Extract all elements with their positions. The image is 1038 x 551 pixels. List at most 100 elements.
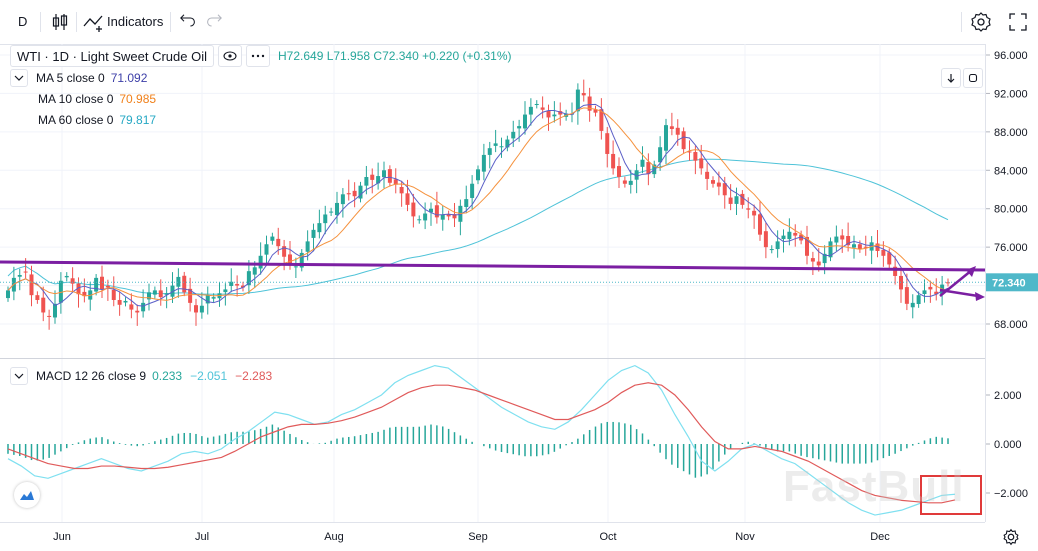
candle-body	[587, 96, 592, 111]
candle-body	[188, 288, 193, 303]
top-toolbar: D Indicators	[0, 0, 1038, 45]
pane-separator[interactable]	[0, 358, 1038, 359]
candle-body	[405, 193, 410, 205]
ma60-label[interactable]: MA 60 close 0	[38, 113, 114, 127]
candle-body	[282, 246, 287, 257]
candle-body	[910, 302, 915, 308]
highlight-box[interactable]	[920, 475, 982, 515]
watermark: FastBull	[783, 462, 965, 511]
candle-body	[305, 241, 310, 252]
candle-body	[546, 110, 551, 118]
eye-icon[interactable]	[218, 45, 242, 67]
candle-body	[558, 111, 563, 115]
price-tick-label: 84.000	[994, 165, 1028, 177]
candle-body	[646, 162, 651, 175]
candle-body	[816, 261, 821, 266]
candle-body	[164, 293, 169, 295]
candle-body	[464, 199, 469, 207]
candle-body	[675, 127, 680, 135]
candle-body	[622, 180, 627, 184]
candle-body	[235, 284, 240, 286]
candle-body	[534, 103, 539, 105]
macd-tick-label: −2.000	[994, 488, 1028, 500]
candle-body	[934, 291, 939, 295]
candle-body	[687, 151, 692, 153]
candle-body	[100, 276, 104, 290]
candle-body	[511, 131, 516, 139]
candle-body	[182, 275, 187, 293]
candle-body	[111, 289, 116, 300]
redo-icon[interactable]	[202, 10, 226, 34]
price-tick-label: 80.000	[994, 204, 1028, 216]
candle-body	[834, 236, 839, 243]
candle-body	[716, 182, 721, 187]
price-tick-label: 96.000	[994, 50, 1028, 62]
more-options-icon[interactable]	[246, 45, 270, 67]
time-axis[interactable]: Jun Jul Aug Sep Oct Nov Dec	[0, 522, 985, 551]
candle-body	[270, 236, 275, 241]
candle-body	[340, 194, 345, 205]
restore-pane-icon[interactable]	[963, 68, 983, 88]
axis-settings-gear-icon[interactable]	[1000, 526, 1022, 548]
ma60-value: 79.817	[119, 113, 157, 127]
time-tick-label: Dec	[870, 531, 890, 543]
settings-gear-icon[interactable]	[969, 10, 993, 34]
candle-body	[611, 153, 616, 169]
candle-body	[705, 171, 710, 179]
time-tick-label: Jul	[195, 531, 209, 543]
candle-body	[517, 126, 522, 129]
price-tick-label: 92.000	[994, 88, 1028, 100]
candle-body	[640, 159, 645, 167]
collapse-chevron-icon[interactable]	[10, 69, 28, 87]
candle-body	[581, 93, 586, 96]
candle-body	[881, 249, 886, 256]
macd-signal-value: −2.283	[235, 369, 273, 383]
candle-body	[852, 244, 856, 248]
interval-button[interactable]: D	[18, 14, 28, 29]
candle-body	[288, 254, 292, 264]
down-arrow-head-icon	[975, 292, 985, 301]
toolbar-divider	[76, 12, 77, 32]
candle-body	[810, 258, 815, 262]
candle-body	[775, 241, 780, 250]
macd-label[interactable]: MACD 12 26 close 9	[36, 369, 147, 383]
candle-body	[417, 219, 422, 221]
candle-body	[276, 238, 281, 247]
candle-body	[787, 231, 792, 240]
candle-body	[904, 287, 909, 304]
price-chart[interactable]	[0, 44, 985, 522]
price-axis[interactable]: 96.00092.00088.00084.00080.00076.00072.0…	[985, 44, 1038, 522]
scroll-down-icon[interactable]	[941, 68, 961, 88]
collapse-chevron-icon[interactable]	[10, 367, 28, 385]
candle-body	[763, 231, 768, 248]
candle-body	[370, 174, 375, 180]
candle-body	[423, 213, 428, 221]
candle-body	[70, 278, 75, 284]
ma10-legend: MA 10 close 0 70.985	[38, 92, 164, 106]
tradingview-logo-icon[interactable]	[14, 482, 40, 508]
candle-body	[211, 297, 216, 299]
fullscreen-icon[interactable]	[1006, 10, 1030, 34]
candle-body	[681, 131, 686, 150]
candle-body	[264, 244, 269, 255]
undo-icon[interactable]	[176, 10, 200, 34]
indicators-button[interactable]: Indicators	[107, 14, 164, 29]
candle-body	[317, 223, 322, 233]
candle-body	[17, 275, 22, 277]
indicators-icon[interactable]	[82, 10, 106, 34]
candle-body	[722, 183, 727, 196]
ma5-label[interactable]: MA 5 close 0	[36, 71, 105, 85]
candle-body	[323, 214, 328, 224]
candlestick-type-icon[interactable]	[48, 10, 72, 34]
candle-body	[141, 302, 146, 312]
candle-body	[481, 154, 486, 172]
candle-body	[711, 180, 715, 184]
support-trendline[interactable]	[0, 260, 985, 272]
symbol-title[interactable]: WTI · 1D · Light Sweet Crude Oil	[10, 45, 214, 67]
candle-body	[769, 249, 774, 251]
ma10-label[interactable]: MA 10 close 0	[38, 92, 114, 106]
macd-line-value: −2.051	[190, 369, 228, 383]
candle-body	[311, 229, 316, 238]
down-arrow-drawing[interactable]	[939, 288, 979, 298]
candle-body	[805, 236, 809, 256]
